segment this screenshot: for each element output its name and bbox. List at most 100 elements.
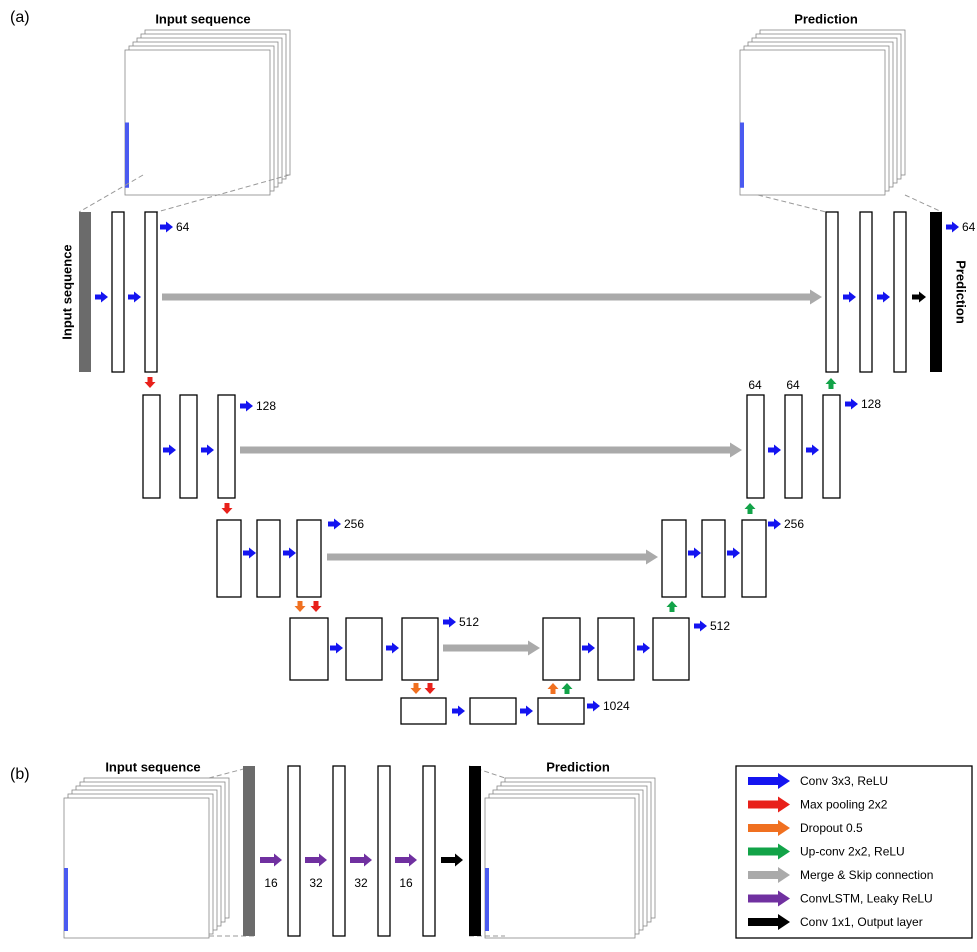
arrow xyxy=(825,378,837,389)
arrow xyxy=(144,377,156,388)
arrow xyxy=(240,442,742,458)
guide-line xyxy=(757,194,827,213)
channel-label: 512 xyxy=(710,619,730,633)
feature-map xyxy=(332,765,346,937)
arrow xyxy=(748,890,790,907)
feature-map xyxy=(289,617,329,681)
arrow xyxy=(310,601,322,612)
arrow xyxy=(561,683,573,694)
channel-label: 64 xyxy=(786,378,800,392)
arrow xyxy=(946,221,959,233)
feature-map xyxy=(111,211,125,373)
feature-map xyxy=(296,519,322,598)
arrow xyxy=(162,289,822,305)
panel-label: (b) xyxy=(10,766,30,783)
arrow xyxy=(666,601,678,612)
layer-label: 16 xyxy=(264,876,278,890)
feature-map xyxy=(652,617,690,681)
arrow xyxy=(520,705,533,717)
channel-label: 64 xyxy=(176,220,190,234)
arrow xyxy=(410,683,422,694)
feature-map xyxy=(701,519,726,598)
arrow xyxy=(201,444,214,456)
guide-line xyxy=(78,174,144,213)
feature-map xyxy=(422,765,436,937)
arrow xyxy=(395,853,417,867)
feature-map xyxy=(661,519,687,598)
output-side-label: Prediction xyxy=(954,260,969,324)
feature-map xyxy=(825,211,839,373)
arrow xyxy=(294,601,306,612)
legend-label: Max pooling 2x2 xyxy=(800,798,888,812)
arrow xyxy=(843,291,856,303)
feature-map xyxy=(822,394,841,499)
arrow xyxy=(582,642,595,654)
arrow xyxy=(637,642,650,654)
feature-map xyxy=(217,394,236,499)
arrow xyxy=(283,547,296,559)
arrow xyxy=(350,853,372,867)
feature-map xyxy=(469,697,517,725)
arrow xyxy=(386,642,399,654)
legend-label: ConvLSTM, Leaky ReLU xyxy=(800,892,933,906)
arrow xyxy=(748,843,790,860)
image-frame xyxy=(739,49,886,196)
arrow xyxy=(845,398,858,410)
feature-map xyxy=(741,519,767,598)
frame-edge xyxy=(485,868,489,931)
arrow xyxy=(547,683,559,694)
arrow xyxy=(587,700,600,712)
arrow xyxy=(260,853,282,867)
arrow xyxy=(327,549,658,565)
input-side-label: Input sequence xyxy=(59,244,74,339)
feature-map xyxy=(144,211,158,373)
arrow xyxy=(95,291,108,303)
arrow xyxy=(240,400,253,412)
panel-label: (a) xyxy=(10,9,30,26)
feature-map xyxy=(401,617,439,681)
arrow xyxy=(727,547,740,559)
feature-map xyxy=(542,617,581,681)
guide-line xyxy=(468,765,506,779)
input-bar xyxy=(243,766,255,936)
arrow xyxy=(748,867,790,883)
guide-line xyxy=(156,174,290,213)
frame-edge xyxy=(64,868,68,931)
input-bar xyxy=(79,212,91,372)
layer-label: 16 xyxy=(399,876,413,890)
channel-label: 256 xyxy=(784,517,804,531)
feature-map xyxy=(400,697,447,725)
arrow xyxy=(163,444,176,456)
arrow xyxy=(748,796,790,813)
arrow xyxy=(748,914,790,930)
channel-label: 1024 xyxy=(603,699,630,713)
image-frame xyxy=(124,49,271,196)
channel-label: 256 xyxy=(344,517,364,531)
guide-line xyxy=(904,194,943,213)
arrow xyxy=(694,620,707,632)
arrow xyxy=(452,705,465,717)
arrow xyxy=(877,291,890,303)
feature-map xyxy=(142,394,161,499)
input-title: Input sequence xyxy=(105,759,200,774)
arrow xyxy=(243,547,256,559)
arrow xyxy=(806,444,819,456)
feature-map xyxy=(256,519,281,598)
channel-label: 64 xyxy=(962,220,976,234)
feature-map xyxy=(377,765,391,937)
legend-label: Conv 1x1, Output layer xyxy=(800,915,923,929)
legend-label: Conv 3x3, ReLU xyxy=(800,774,888,788)
feature-map xyxy=(746,394,765,499)
arrow xyxy=(748,773,790,789)
arrow xyxy=(748,820,790,836)
arrow xyxy=(160,221,173,233)
image-frame xyxy=(63,797,210,939)
layer-label: 32 xyxy=(354,876,368,890)
feature-map xyxy=(179,394,198,499)
legend-label: Merge & Skip connection xyxy=(800,868,933,882)
channel-label: 512 xyxy=(459,615,479,629)
image-frame xyxy=(484,797,636,939)
input-title: Input sequence xyxy=(155,11,250,26)
arrow xyxy=(744,503,756,514)
